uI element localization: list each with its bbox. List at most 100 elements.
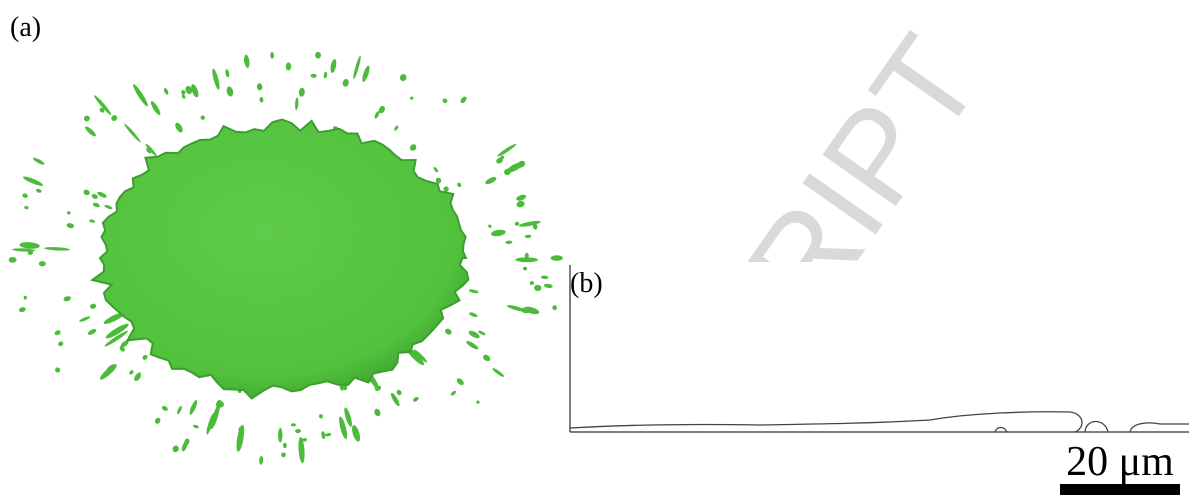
droplet bbox=[104, 204, 113, 210]
scale-bar-label: 20 μm bbox=[1066, 439, 1174, 485]
droplet bbox=[87, 328, 97, 336]
droplet bbox=[523, 267, 527, 271]
droplet bbox=[409, 143, 418, 152]
droplet bbox=[295, 429, 301, 434]
droplet bbox=[281, 452, 286, 457]
figure: RIPT (a) (b) 20 μm bbox=[0, 0, 1189, 495]
droplet bbox=[270, 52, 274, 59]
droplet bbox=[141, 354, 148, 361]
droplet bbox=[259, 97, 263, 103]
droplet bbox=[89, 303, 96, 310]
droplet bbox=[315, 52, 322, 59]
droplet bbox=[299, 88, 306, 97]
droplet bbox=[188, 399, 198, 415]
droplet bbox=[154, 417, 162, 425]
droplet bbox=[172, 445, 180, 454]
droplet bbox=[163, 87, 169, 95]
droplet bbox=[226, 86, 234, 97]
droplet bbox=[286, 62, 292, 70]
droplet bbox=[259, 456, 264, 465]
droplet bbox=[278, 428, 283, 443]
droplet bbox=[444, 327, 453, 335]
droplet bbox=[257, 83, 263, 91]
droplet bbox=[319, 414, 324, 419]
droplet bbox=[329, 59, 337, 74]
scale-bar bbox=[1060, 484, 1180, 495]
droplet bbox=[295, 97, 299, 110]
droplet bbox=[496, 143, 517, 158]
droplet bbox=[92, 202, 100, 208]
droplet bbox=[342, 78, 350, 87]
droplet bbox=[57, 341, 64, 347]
droplet bbox=[22, 193, 29, 199]
panel-label: (a) bbox=[10, 12, 41, 43]
droplet bbox=[491, 229, 507, 237]
droplet bbox=[89, 219, 96, 223]
droplet bbox=[22, 175, 44, 188]
droplet bbox=[465, 340, 479, 351]
droplet bbox=[409, 96, 413, 100]
droplet bbox=[459, 96, 467, 105]
droplet bbox=[456, 182, 462, 188]
droplet bbox=[32, 157, 45, 166]
droplet bbox=[149, 100, 162, 116]
droplet bbox=[176, 405, 183, 415]
droplet bbox=[235, 424, 246, 452]
droplet bbox=[193, 424, 200, 429]
droplet bbox=[492, 367, 505, 378]
droplet bbox=[544, 283, 553, 288]
droplet bbox=[551, 255, 563, 261]
splat-image bbox=[9, 52, 563, 465]
droplet bbox=[83, 189, 91, 196]
droplet bbox=[110, 114, 118, 122]
droplet bbox=[515, 194, 526, 202]
droplet bbox=[524, 234, 531, 238]
droplet bbox=[534, 284, 542, 291]
droplet bbox=[19, 242, 40, 250]
droplet bbox=[83, 114, 91, 122]
droplet bbox=[35, 188, 42, 194]
droplet bbox=[361, 65, 371, 83]
droplet bbox=[518, 220, 541, 228]
droplet bbox=[488, 224, 492, 228]
droplet bbox=[323, 72, 327, 79]
droplet bbox=[54, 329, 62, 336]
droplet bbox=[484, 176, 497, 186]
droplet bbox=[469, 311, 479, 318]
droplet bbox=[476, 400, 481, 405]
droplet bbox=[505, 240, 512, 244]
droplet bbox=[181, 94, 186, 100]
droplet bbox=[200, 115, 206, 121]
droplet bbox=[91, 193, 99, 200]
droplet bbox=[310, 73, 317, 78]
droplet bbox=[393, 125, 399, 131]
droplet bbox=[399, 73, 408, 82]
droplet bbox=[291, 423, 296, 427]
droplet bbox=[84, 125, 97, 138]
droplet bbox=[283, 443, 287, 448]
droplet bbox=[530, 281, 535, 285]
droplet bbox=[123, 123, 142, 144]
droplet bbox=[44, 247, 70, 252]
droplet bbox=[128, 369, 134, 375]
droplet bbox=[412, 396, 419, 403]
droplet bbox=[482, 353, 492, 362]
droplet bbox=[24, 206, 29, 210]
droplet bbox=[18, 306, 26, 312]
droplet bbox=[79, 315, 91, 322]
droplet bbox=[174, 121, 184, 133]
droplet bbox=[39, 261, 46, 267]
droplet bbox=[442, 98, 449, 104]
droplet bbox=[433, 166, 439, 173]
droplet bbox=[63, 295, 71, 302]
droplet bbox=[93, 94, 113, 116]
droplet bbox=[9, 257, 17, 263]
droplet bbox=[325, 432, 332, 436]
droplet bbox=[514, 221, 519, 226]
droplet bbox=[516, 200, 526, 208]
droplet bbox=[552, 305, 558, 311]
droplet bbox=[98, 362, 118, 381]
droplet bbox=[23, 295, 27, 299]
panel-label: (b) bbox=[570, 268, 603, 299]
droplet bbox=[350, 424, 361, 442]
